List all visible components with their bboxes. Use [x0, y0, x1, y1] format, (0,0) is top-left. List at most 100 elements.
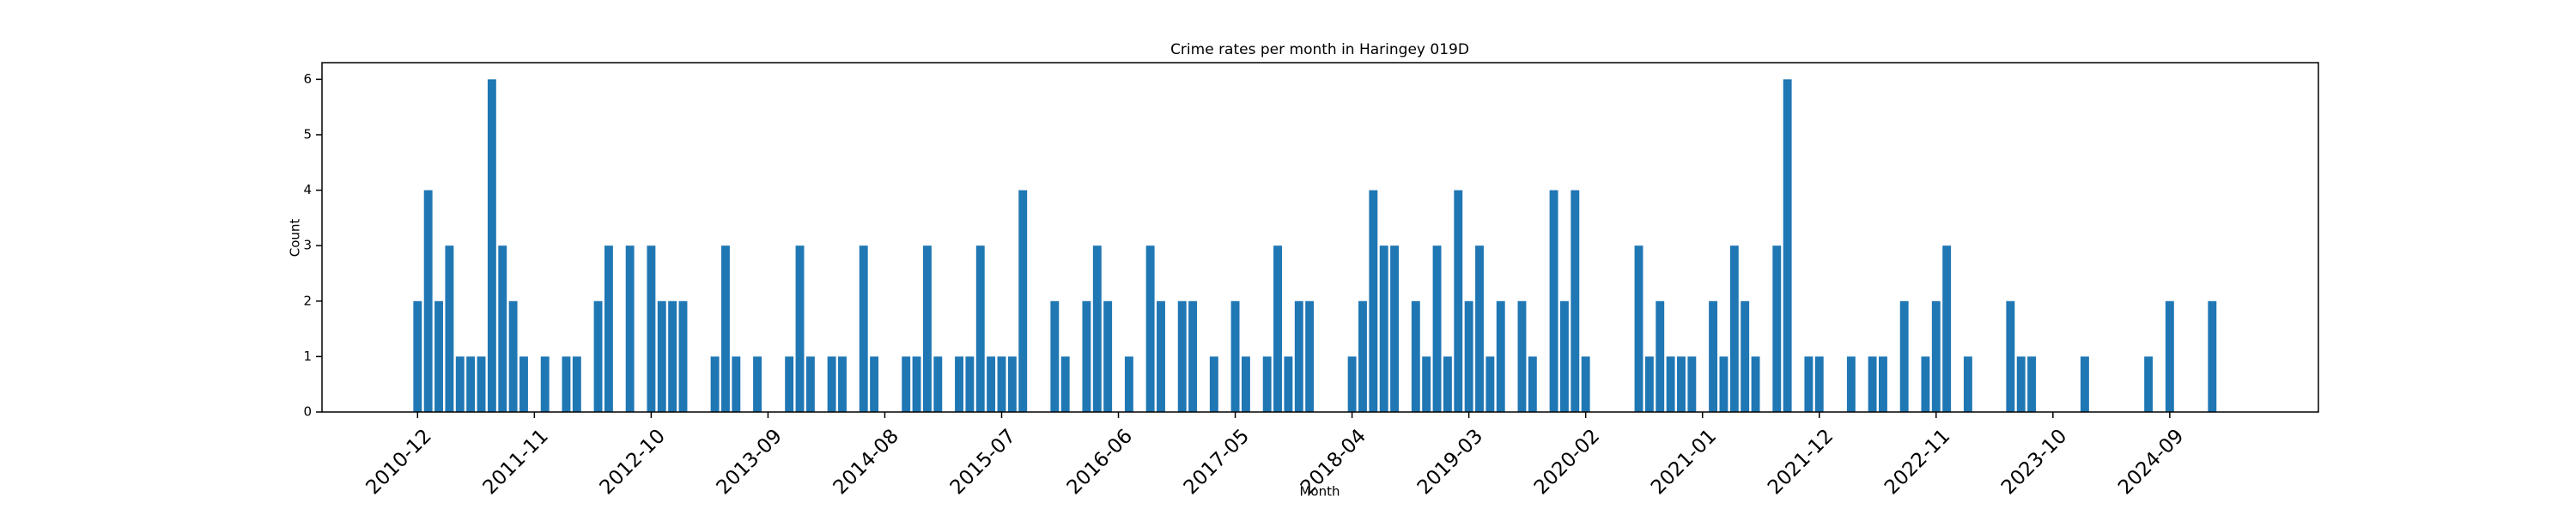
bar — [859, 245, 868, 412]
bar — [1485, 356, 1495, 412]
bar — [1464, 300, 1473, 412]
bar — [721, 245, 730, 412]
bar — [668, 300, 677, 412]
bar — [997, 356, 1006, 412]
x-tick-label: 2021-01 — [1647, 425, 1721, 499]
x-tick-label: 2017-05 — [1180, 425, 1254, 499]
x-tick-label: 2010-12 — [362, 425, 436, 499]
bar — [519, 356, 528, 412]
bar — [1634, 245, 1643, 412]
bar — [710, 356, 720, 412]
x-tick-label: 2011-11 — [479, 425, 553, 499]
y-tick-label: 1 — [303, 348, 312, 364]
bar — [1899, 300, 1909, 412]
bar — [1060, 356, 1070, 412]
bar — [1571, 190, 1580, 413]
x-axis-label: Month — [1299, 484, 1340, 500]
bar — [1559, 300, 1569, 412]
bar — [2144, 356, 2154, 412]
bar — [795, 245, 805, 412]
bar — [1007, 356, 1017, 412]
bar — [1082, 300, 1091, 412]
bar — [1241, 356, 1250, 412]
bar — [593, 300, 603, 412]
x-tick-label: 2023-10 — [1997, 425, 2071, 499]
bar — [1432, 245, 1442, 412]
bar — [498, 245, 507, 412]
x-tick-label: 2013-09 — [713, 425, 787, 499]
bar — [1496, 300, 1505, 412]
bar — [1709, 300, 1718, 412]
bar — [922, 245, 932, 412]
bar — [455, 356, 465, 412]
bar — [1177, 300, 1187, 412]
bar — [477, 356, 486, 412]
bar — [445, 245, 454, 412]
bar — [753, 356, 762, 412]
bar — [1729, 245, 1739, 412]
bar — [1273, 245, 1282, 412]
bar — [1262, 356, 1272, 412]
bar — [838, 356, 847, 412]
bar — [1294, 300, 1303, 412]
bar — [870, 356, 879, 412]
bar — [487, 79, 496, 412]
bar — [657, 300, 666, 412]
y-tick-label: 5 — [303, 126, 312, 142]
bar — [1305, 300, 1315, 412]
bar — [1230, 300, 1240, 412]
x-tick-label: 2024-09 — [2114, 425, 2188, 499]
bar — [1209, 356, 1218, 412]
bar — [562, 356, 571, 412]
bar — [1454, 190, 1463, 413]
bar — [1145, 245, 1155, 412]
bar — [1942, 245, 1952, 412]
bar — [1804, 356, 1814, 412]
bar — [540, 356, 550, 412]
bar — [1411, 300, 1420, 412]
bar — [678, 300, 688, 412]
bar — [933, 356, 943, 412]
bar — [1103, 300, 1113, 412]
bar — [1677, 356, 1686, 412]
bar — [2027, 356, 2037, 412]
bar — [1783, 79, 1792, 412]
bar — [1188, 300, 1198, 412]
x-tick-label: 2019-03 — [1413, 425, 1487, 499]
x-tick-label: 2012-10 — [596, 425, 670, 499]
plot-frame — [321, 62, 2319, 413]
bar — [965, 356, 975, 412]
bar — [1644, 356, 1654, 412]
bar — [1879, 356, 1887, 412]
bar — [1772, 245, 1782, 412]
bar — [1741, 300, 1750, 412]
bar — [902, 356, 911, 412]
bar — [1018, 190, 1028, 413]
bar — [1963, 356, 1972, 412]
bar — [423, 190, 433, 413]
bar — [1475, 245, 1484, 412]
x-tick-label: 2021-12 — [1764, 425, 1838, 499]
bar — [1549, 190, 1558, 413]
y-tick-label: 3 — [303, 238, 312, 253]
bar — [827, 356, 836, 412]
bar — [1390, 245, 1400, 412]
bar — [1358, 300, 1367, 412]
y-tick-label: 0 — [303, 404, 312, 420]
y-tick-label: 2 — [303, 293, 312, 308]
bar — [1666, 356, 1675, 412]
bar — [1814, 356, 1824, 412]
bar — [732, 356, 741, 412]
bar — [2208, 300, 2217, 412]
bar — [1284, 356, 1293, 412]
chart-title: Crime rates per month in Haringey 019D — [1170, 41, 1469, 58]
x-tick-label: 2022-11 — [1880, 425, 1954, 499]
bar — [1379, 245, 1388, 412]
bar — [647, 245, 656, 412]
y-axis-label: Count — [288, 219, 303, 258]
bar — [805, 356, 815, 412]
bar — [2016, 356, 2026, 412]
bar — [1050, 300, 1060, 412]
bar — [2165, 300, 2174, 412]
